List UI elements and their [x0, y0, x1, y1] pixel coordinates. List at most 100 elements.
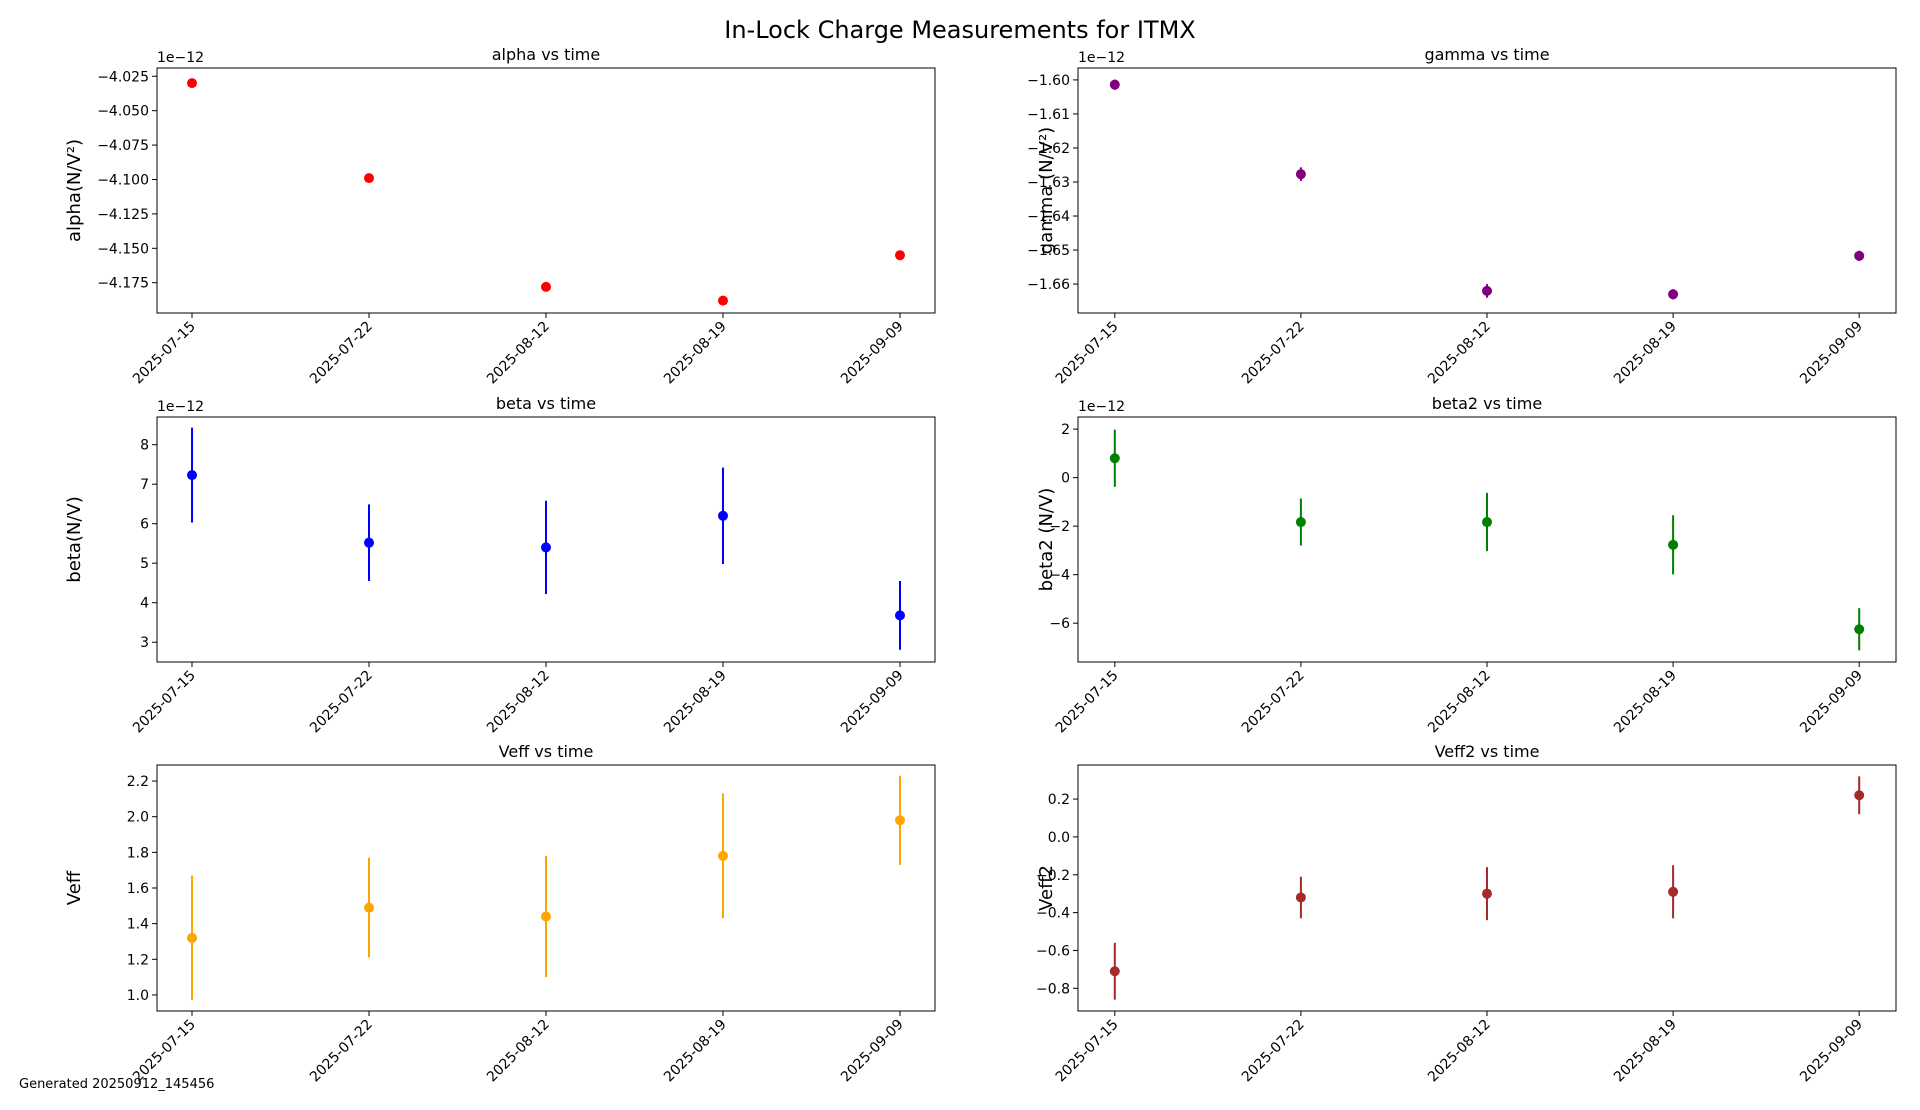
- data-point: [1668, 886, 1679, 897]
- x-tick-label: 2025-07-15: [130, 1017, 199, 1086]
- x-tick-label: 2025-08-12: [1425, 319, 1494, 388]
- subplot-title: gamma vs time: [1424, 45, 1549, 64]
- y-tick-label: 1.2: [127, 952, 149, 968]
- x-tick-label: 2025-09-09: [1797, 1017, 1866, 1086]
- x-tick-label: 2025-09-09: [838, 668, 907, 737]
- y-tick-label: −4.100: [97, 172, 149, 188]
- subplot-title: Veff2 vs time: [1435, 742, 1540, 761]
- data-point: [1482, 285, 1492, 296]
- y-tick-label: 2: [1061, 422, 1070, 438]
- y-exponent-label: 1e−12: [1078, 399, 1125, 415]
- y-tick-label: −4.075: [97, 138, 149, 154]
- x-tick-label: 2025-08-19: [1611, 319, 1680, 388]
- x-tick-label: 2025-07-15: [130, 319, 199, 388]
- y-exponent-label: 1e−12: [1078, 50, 1125, 66]
- y-tick-label: 0.0: [1048, 830, 1070, 846]
- data-point: [187, 932, 198, 943]
- y-tick-label: −4.125: [97, 207, 149, 223]
- x-tick-label: 2025-09-09: [1797, 319, 1866, 388]
- subplot-5: Veff vs time Veff 1.0 1.2 1.4 1.6 1.8 2.0 2.2 202…: [64, 742, 936, 1086]
- y-tick-label: −1.66: [1027, 277, 1070, 293]
- y-exponent-label: 1e−12: [157, 399, 204, 415]
- subplot-title: Veff vs time: [499, 742, 594, 761]
- y-tick-label: −4: [1049, 568, 1070, 584]
- x-tick-label: 2025-09-09: [838, 1017, 907, 1086]
- subplot-3: beta vs time 1e−12 beta(N/V) 3 4 5 6 7 8 2025-07-…: [64, 394, 936, 737]
- data-point: [364, 537, 375, 548]
- subplot-title: beta2 vs time: [1432, 394, 1542, 413]
- y-tick-label: −0.2: [1036, 868, 1070, 884]
- x-tick-label: 2025-07-15: [1053, 1017, 1122, 1086]
- data-point: [1295, 169, 1306, 180]
- data-point: [364, 173, 375, 184]
- figure-title: In-Lock Charge Measurements for ITMX: [724, 16, 1196, 44]
- y-tick-label: 7: [140, 477, 149, 493]
- y-tick-label: −1.60: [1027, 73, 1070, 89]
- y-tick-label: −0.8: [1036, 981, 1070, 997]
- x-tick-label: 2025-08-19: [661, 668, 730, 737]
- data-point: [1482, 888, 1492, 899]
- subplot-title: alpha vs time: [492, 45, 600, 64]
- y-axis-label: beta2 (N/V): [1036, 488, 1057, 592]
- data-point: [1854, 250, 1865, 261]
- subplot-1: alpha vs time 1e−12 alpha(N/V²) −4.175 −4.15…: [64, 45, 936, 388]
- data-point: [187, 78, 198, 89]
- x-tick-label: 2025-07-15: [130, 668, 199, 737]
- data-point: [1109, 79, 1120, 90]
- data-point: [364, 902, 375, 913]
- y-tick-label: 1.8: [127, 845, 149, 861]
- x-tick-label: 2025-07-15: [1053, 668, 1122, 737]
- y-tick-label: 6: [140, 517, 149, 533]
- y-tick-label: 1.4: [127, 917, 149, 933]
- data-point: [894, 815, 905, 826]
- x-tick-label: 2025-07-22: [1239, 319, 1308, 388]
- x-tick-label: 2025-08-19: [1611, 1017, 1680, 1086]
- y-tick-label: −0.4: [1036, 906, 1070, 922]
- y-tick-label: 0: [1061, 471, 1070, 487]
- y-tick-label: −4.025: [97, 69, 149, 85]
- data-point: [1854, 790, 1865, 801]
- x-tick-label: 2025-08-12: [484, 319, 553, 388]
- data-point: [1109, 453, 1120, 464]
- y-exponent-label: 1e−12: [157, 50, 204, 66]
- y-tick-label: 0.2: [1048, 792, 1070, 808]
- data-point: [717, 850, 728, 861]
- subplot-6: Veff2 vs time Veff2 −0.8 −0.6 −0.4 −0.2 0.0 0.2…: [1036, 742, 1897, 1086]
- y-tick-label: −1.64: [1027, 209, 1070, 225]
- data-point: [1668, 539, 1679, 550]
- subplot-4: beta2 vs time 1e−12 beta2 (N/V) −6 −4 −2 0 2 202…: [1036, 394, 1897, 737]
- data-point: [1109, 966, 1120, 977]
- y-tick-label: −1.65: [1027, 243, 1070, 259]
- x-tick-label: 2025-08-19: [661, 319, 730, 388]
- y-tick-label: 1.6: [127, 881, 149, 897]
- data-point: [894, 610, 905, 621]
- y-tick-label: −4.175: [97, 276, 149, 292]
- y-tick-label: −4.050: [97, 104, 149, 120]
- x-tick-label: 2025-09-09: [1797, 668, 1866, 737]
- y-tick-label: 5: [140, 556, 149, 572]
- data-point: [1668, 289, 1679, 300]
- x-tick-label: 2025-07-22: [1239, 1017, 1308, 1086]
- y-tick-label: −1.61: [1027, 107, 1070, 123]
- x-tick-label: 2025-09-09: [838, 319, 907, 388]
- generated-footer: Generated 20250912_145456: [19, 1077, 215, 1092]
- y-tick-label: −6: [1049, 616, 1070, 632]
- data-point: [717, 510, 728, 521]
- x-tick-label: 2025-07-22: [307, 319, 376, 388]
- x-tick-label: 2025-08-12: [484, 668, 553, 737]
- y-tick-label: 1.0: [127, 988, 149, 1004]
- x-tick-label: 2025-07-22: [307, 1017, 376, 1086]
- y-axis-label: alpha(N/V²): [64, 139, 85, 242]
- y-tick-label: 4: [140, 596, 149, 612]
- data-point: [541, 281, 551, 292]
- y-tick-label: −2: [1049, 519, 1070, 535]
- y-axis-label: gamma (N/V²): [1036, 127, 1057, 254]
- data-point: [1854, 624, 1865, 635]
- x-tick-label: 2025-07-22: [1239, 668, 1308, 737]
- y-tick-label: 2.0: [127, 810, 149, 826]
- y-tick-label: 2.2: [127, 774, 149, 790]
- data-point: [541, 542, 551, 553]
- y-axis-label: beta(N/V): [64, 496, 85, 582]
- subplot-title: beta vs time: [496, 394, 596, 413]
